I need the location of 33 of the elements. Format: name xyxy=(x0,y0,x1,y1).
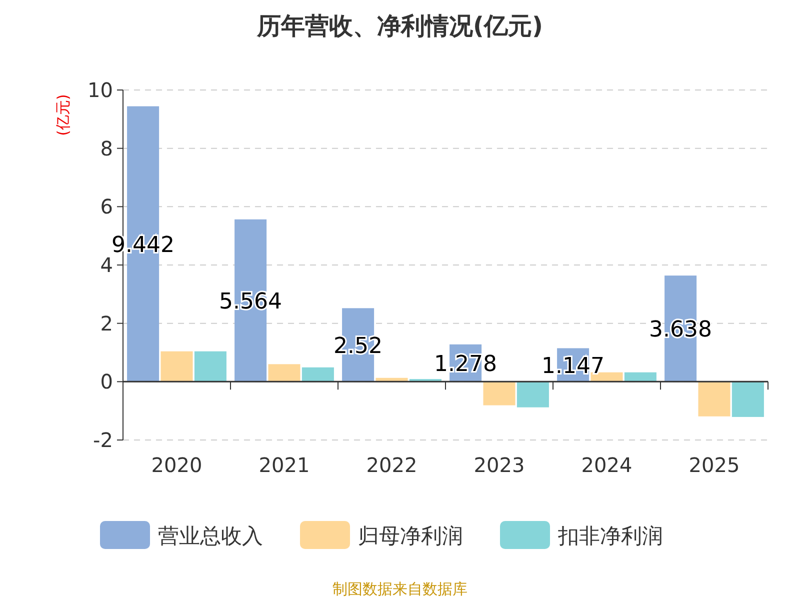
bar xyxy=(268,364,300,382)
y-tick-label: 4 xyxy=(100,253,113,277)
y-tick-label: 6 xyxy=(100,194,113,219)
bar xyxy=(698,382,730,416)
legend-label: 归母净利润 xyxy=(358,524,463,548)
legend-label: 营业总收入 xyxy=(158,524,263,548)
text: 制图数据来自数据库 xyxy=(332,580,468,598)
data-label: 1.147 xyxy=(542,354,605,379)
x-tick-label: 2021 xyxy=(258,453,310,477)
bar xyxy=(516,382,549,408)
x-tick-label: 2023 xyxy=(474,453,525,477)
bar xyxy=(624,372,656,382)
data-label: 1.278 xyxy=(434,352,498,378)
x-tick-label: 2024 xyxy=(581,453,632,477)
data-label: 5.564 xyxy=(219,290,282,315)
y-tick-label: 2 xyxy=(100,311,113,336)
y-axis-title: (亿元) xyxy=(54,94,72,136)
data-label: 2.52 xyxy=(334,334,383,359)
data-label: 3.638 xyxy=(649,318,712,343)
y-tick-label: 0 xyxy=(100,370,113,394)
bar xyxy=(732,382,764,417)
bar xyxy=(160,351,193,382)
bar xyxy=(483,382,516,406)
y-tick-label: 8 xyxy=(100,136,113,160)
x-tick-label: 2025 xyxy=(688,453,740,477)
x-tick-label: 2020 xyxy=(151,453,202,477)
y-tick-label: -2 xyxy=(93,428,113,452)
bar xyxy=(194,351,226,382)
chart-title: 历年营收、净利情况(亿元) xyxy=(256,12,543,40)
bar xyxy=(302,367,334,382)
x-tick-label: 2022 xyxy=(366,453,418,477)
y-tick-label: 10 xyxy=(88,78,113,102)
legend-label: 扣非净利润 xyxy=(557,524,663,548)
